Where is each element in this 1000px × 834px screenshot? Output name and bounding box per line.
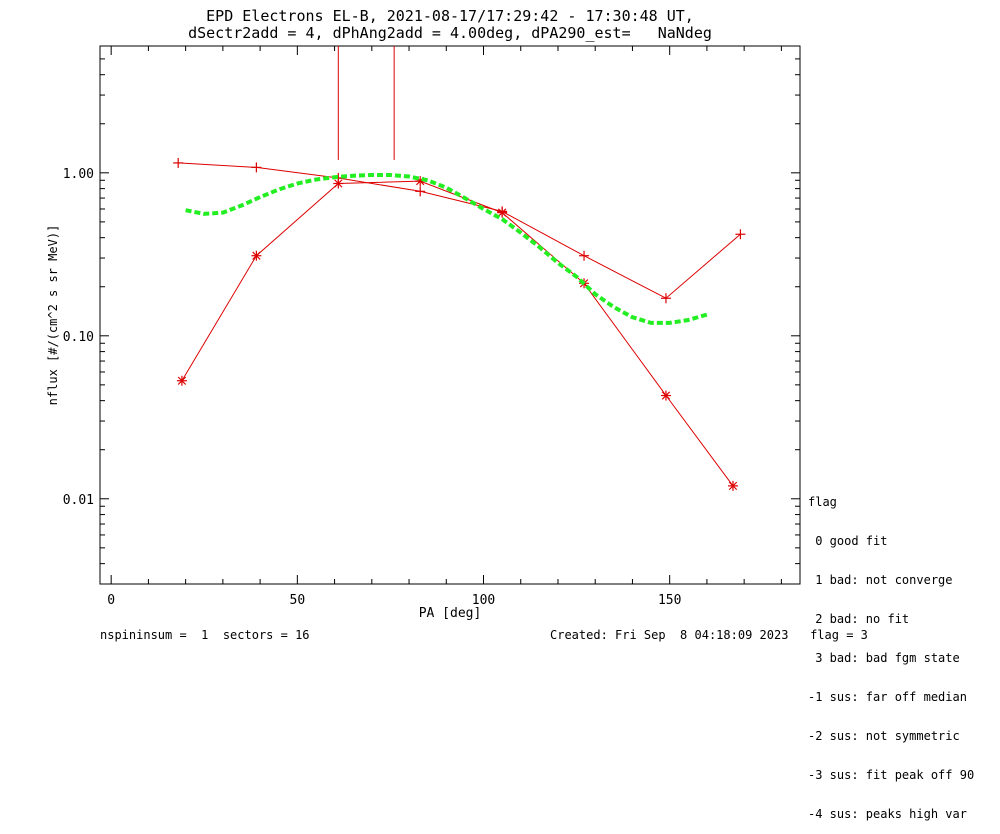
legend-title: flag xyxy=(808,495,837,509)
plus-marker xyxy=(660,293,671,304)
y-tick-label: 1.00 xyxy=(63,167,94,182)
x-tick-label: 0 xyxy=(107,593,115,608)
y-axis-title: nflux [#/(cm^2 s sr MeV)] xyxy=(46,225,60,406)
series-line xyxy=(178,162,741,299)
footer-spin-info: nspininsum = 1 sectors = 16 xyxy=(100,628,310,642)
marker-stroke xyxy=(661,391,671,400)
legend-item: 0 good fit xyxy=(808,534,888,548)
asterisk-marker xyxy=(497,207,508,218)
chart-title-line-2: dSectr2add = 4, dPhAng2add = 4.00deg, dP… xyxy=(188,24,712,42)
series-group xyxy=(173,46,746,491)
series-line xyxy=(181,180,734,487)
plot-area: 0 50 100 150 0.01 0.10 1.00 PA [deg] nflux [#/(c… xyxy=(46,45,801,621)
marker-stroke xyxy=(497,208,507,217)
asterisk-marker xyxy=(251,250,262,261)
marker-stroke xyxy=(252,251,261,260)
y-tick-label: 0.01 xyxy=(63,493,94,508)
legend-item: -3 sus: fit peak off 90 xyxy=(808,768,975,782)
x-tick-label: 150 xyxy=(658,593,681,608)
legend-item: -2 sus: not symmetric xyxy=(808,729,960,743)
plus-marker xyxy=(735,229,746,240)
marker-stroke xyxy=(177,376,187,385)
fit-curve xyxy=(185,173,708,325)
marker-stroke xyxy=(334,179,343,188)
asterisk-marker xyxy=(333,178,344,189)
asterisk-marker xyxy=(176,375,187,386)
flag-legend: flag 0 good fit 1 bad: not converge 2 ba… xyxy=(808,470,974,834)
axes xyxy=(99,45,801,585)
marker-stroke xyxy=(728,481,738,491)
axis-labels: 0 50 100 150 0.01 0.10 1.00 PA [deg] nflux [#/(c… xyxy=(46,167,681,621)
legend-item: 3 bad: bad fgm state xyxy=(808,651,960,665)
y-tick-label: 0.10 xyxy=(63,330,94,345)
chart-title-line-1: EPD Electrons EL-B, 2021-08-17/17:29:42 … xyxy=(206,7,694,25)
x-tick-label: 100 xyxy=(472,593,495,608)
plus-marker xyxy=(173,157,184,168)
legend-item: 2 bad: no fit xyxy=(808,612,910,626)
x-tick-label: 50 xyxy=(290,593,306,608)
plus-marker xyxy=(415,186,426,197)
legend-item: 1 bad: not converge xyxy=(808,573,953,587)
legend-item: -4 sus: peaks high var xyxy=(808,807,967,821)
asterisk-marker xyxy=(727,480,738,491)
plus-marker xyxy=(251,162,262,173)
x-axis-title: PA [deg] xyxy=(419,606,482,621)
legend-item: -1 sus: far off median xyxy=(808,690,967,704)
plus-marker xyxy=(579,250,590,261)
footer-created-info: Created: Fri Sep 8 04:18:09 2023 flag = … xyxy=(550,628,868,642)
asterisk-marker xyxy=(660,390,671,401)
plot-frame xyxy=(99,45,801,585)
